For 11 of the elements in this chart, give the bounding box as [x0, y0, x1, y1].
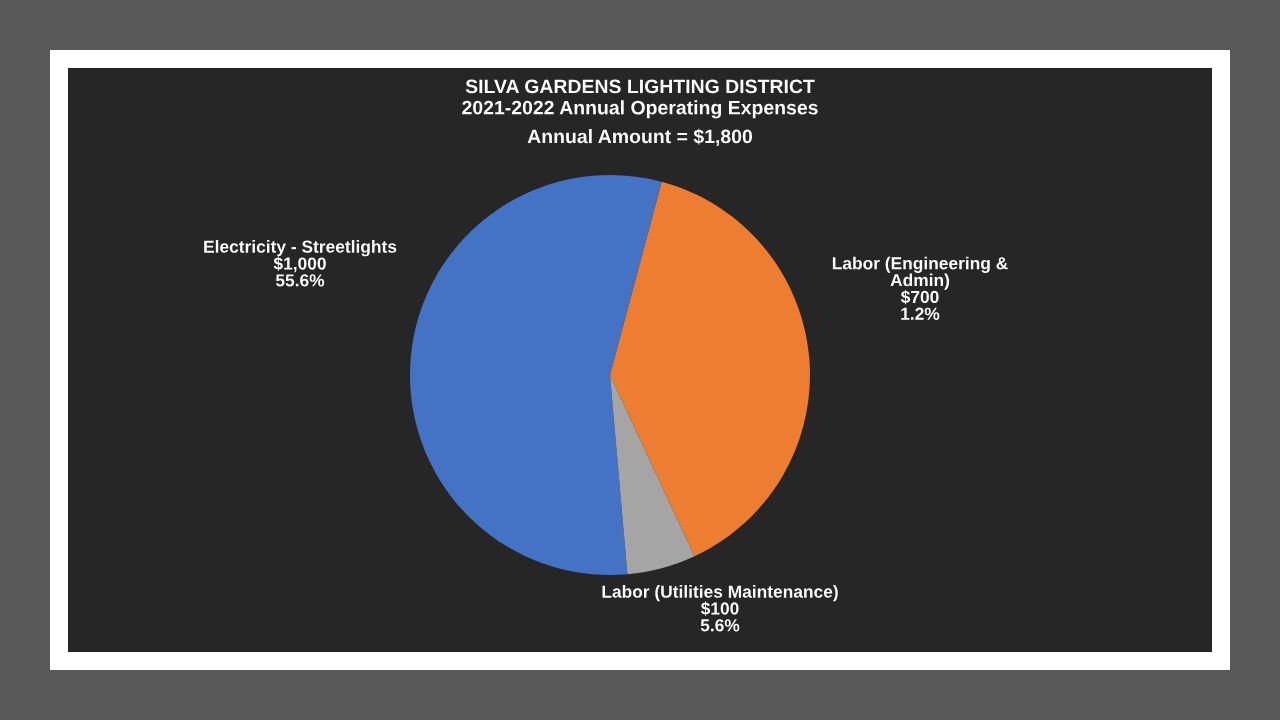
pie-slice [410, 175, 662, 575]
data-label: $100 5.6% [700, 601, 740, 632]
data-label: $700 1.2% [900, 290, 940, 320]
data-label: $1,000 55.6% [273, 256, 326, 287]
slice-label: Electricity - Streetlights [204, 240, 397, 257]
slice-label: Labor (Utilities Maintenance) [602, 585, 838, 602]
slice-label: Labor (Engineering & Admin) [832, 256, 1008, 290]
chart-title: SILVA GARDENS LIGHTING DISTRICT 2021-2022 Annual Operating Expenses [462, 79, 818, 119]
pie-slice [610, 181, 810, 557]
chart-subtitle: Annual Amount = $1,800 [527, 128, 753, 147]
pie-slice [610, 375, 695, 575]
